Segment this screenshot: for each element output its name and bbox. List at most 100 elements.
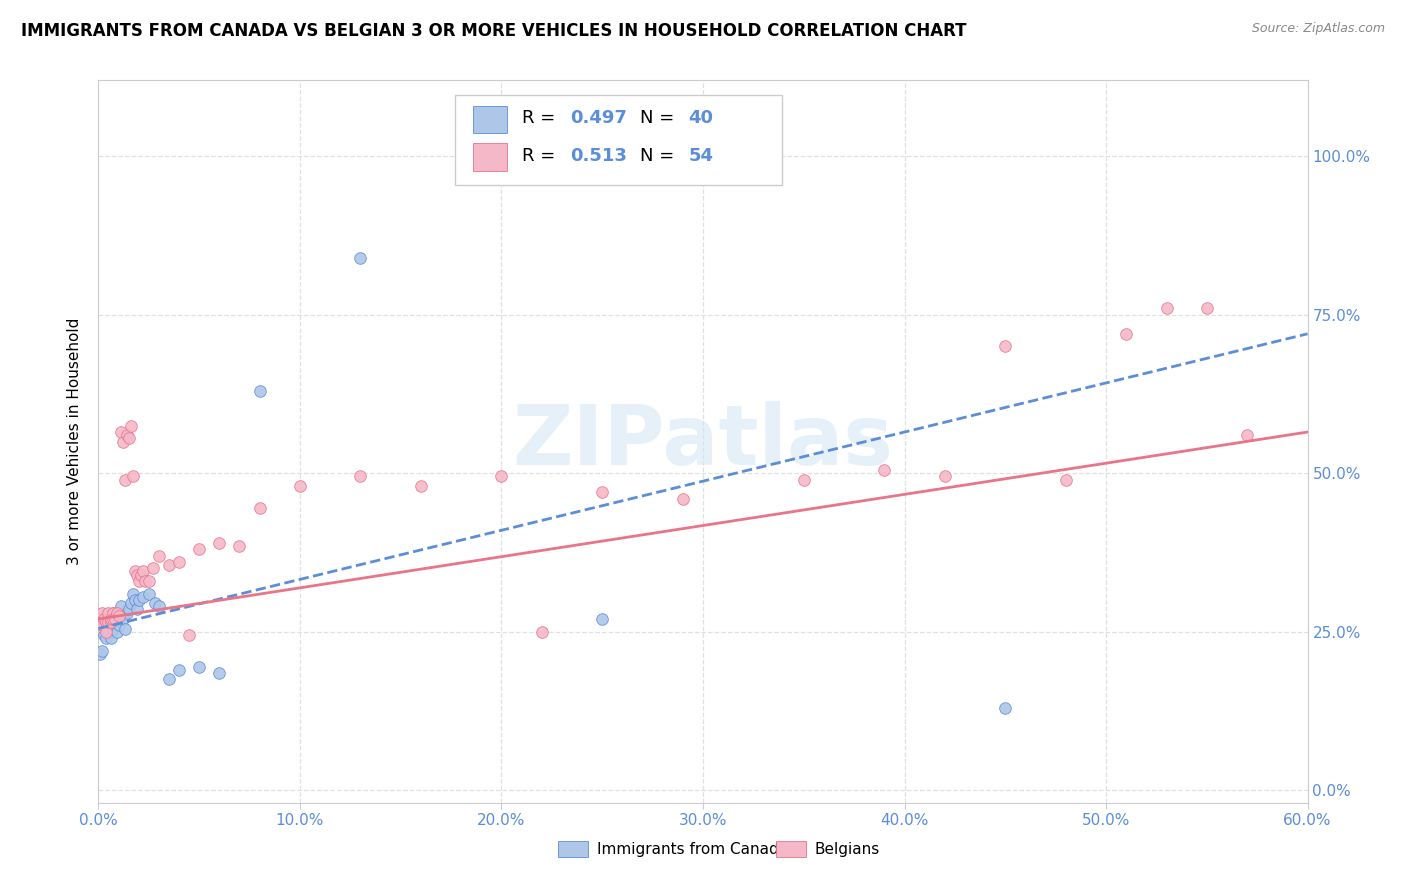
Point [228, 539, 250, 553]
Point [89, 647, 111, 661]
Point [125, 567, 148, 582]
Point [125, 602, 148, 616]
Point [120, 596, 142, 610]
Point [105, 606, 128, 620]
Point [128, 574, 150, 588]
Point [91, 618, 114, 632]
Point [148, 549, 170, 563]
Point [138, 587, 160, 601]
FancyBboxPatch shape [474, 143, 508, 170]
Point [128, 593, 150, 607]
Point [101, 612, 124, 626]
Point [124, 565, 146, 579]
Point [208, 536, 231, 550]
Point [349, 251, 371, 265]
Point [143, 596, 166, 610]
Point [107, 618, 129, 632]
Point [114, 473, 136, 487]
Point [208, 665, 231, 680]
FancyBboxPatch shape [456, 95, 782, 185]
Point [97, 606, 120, 620]
Point [148, 599, 170, 614]
Text: ZIPatlas: ZIPatlas [513, 401, 893, 482]
Point [672, 491, 695, 506]
Y-axis label: 3 or more Vehicles in Household: 3 or more Vehicles in Household [67, 318, 83, 566]
Point [142, 561, 165, 575]
Text: 54: 54 [689, 147, 713, 165]
Text: IMMIGRANTS FROM CANADA VS BELGIAN 3 OR MORE VEHICLES IN HOUSEHOLD CORRELATION CH: IMMIGRANTS FROM CANADA VS BELGIAN 3 OR M… [21, 22, 966, 40]
Point [91, 643, 114, 657]
Point [157, 558, 180, 573]
Point [111, 612, 134, 626]
Point [118, 602, 141, 616]
Point [96, 631, 118, 645]
Text: R =: R = [522, 147, 561, 165]
Point [101, 622, 124, 636]
Point [188, 542, 211, 557]
Point [1195, 301, 1218, 316]
FancyBboxPatch shape [558, 841, 588, 857]
Text: Source: ZipAtlas.com: Source: ZipAtlas.com [1251, 22, 1385, 36]
Text: Belgians: Belgians [814, 841, 880, 856]
Point [1156, 301, 1178, 316]
Point [91, 618, 114, 632]
Point [100, 608, 122, 623]
Point [89, 612, 111, 626]
Text: 0.497: 0.497 [569, 109, 627, 128]
Point [101, 606, 124, 620]
Point [873, 463, 896, 477]
Point [93, 612, 115, 626]
Point [1054, 473, 1077, 487]
Point [179, 628, 201, 642]
Point [105, 624, 128, 639]
Point [288, 479, 311, 493]
Point [103, 615, 125, 630]
Point [491, 469, 513, 483]
Point [97, 615, 120, 630]
Point [97, 624, 120, 639]
Point [167, 555, 190, 569]
Point [994, 339, 1017, 353]
Point [100, 631, 122, 645]
Point [1236, 428, 1258, 442]
Point [349, 469, 371, 483]
Point [118, 431, 141, 445]
Point [111, 434, 134, 449]
Point [793, 473, 815, 487]
Point [121, 587, 143, 601]
Point [129, 567, 152, 582]
Point [120, 418, 142, 433]
Point [1115, 326, 1137, 341]
Point [409, 479, 432, 493]
Point [994, 700, 1017, 714]
Point [167, 663, 190, 677]
Point [110, 425, 132, 439]
Point [591, 485, 613, 500]
Point [188, 659, 211, 673]
Text: R =: R = [522, 109, 561, 128]
Point [110, 599, 132, 614]
FancyBboxPatch shape [776, 841, 806, 857]
Point [101, 606, 124, 620]
Point [107, 612, 129, 626]
Point [96, 624, 118, 639]
Point [530, 624, 553, 639]
Point [100, 612, 122, 626]
Point [91, 606, 114, 620]
Point [132, 565, 155, 579]
Point [93, 612, 115, 626]
Point [107, 608, 129, 623]
Point [249, 501, 271, 516]
Point [97, 615, 120, 630]
Point [132, 590, 155, 604]
Text: N =: N = [640, 147, 681, 165]
FancyBboxPatch shape [474, 105, 508, 133]
Point [138, 574, 160, 588]
Point [934, 469, 956, 483]
Point [96, 615, 118, 630]
Point [96, 608, 118, 623]
Point [157, 672, 180, 686]
Point [100, 615, 122, 630]
Point [591, 612, 613, 626]
Point [103, 612, 125, 626]
